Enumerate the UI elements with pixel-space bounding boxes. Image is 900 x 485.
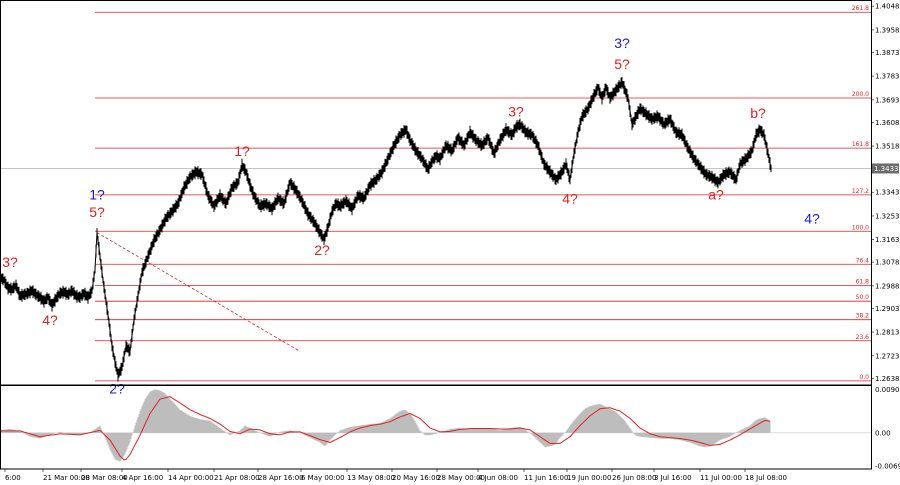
wave-label-7: 3? xyxy=(508,103,524,119)
price-axis: 1.4048 1.3958 1.3873 1.3783 1.3693 1.3608 1.35… xyxy=(871,3,900,383)
time-tick-10: 28 May 00:00 xyxy=(437,474,485,482)
wave-label-12: b? xyxy=(750,105,766,121)
price-tick-14: 1.2813 xyxy=(875,329,900,337)
fib-label-261.8: 261.8 xyxy=(852,5,869,12)
wave-label-9: 3? xyxy=(614,35,630,51)
price-tick-8: 1.3343 xyxy=(875,189,900,197)
price-tick-11: 1.3078 xyxy=(875,259,900,267)
fib-label-127.2: 127.2 xyxy=(852,188,869,195)
chart-frame xyxy=(0,0,872,470)
fib-label-0.0: 0.0 xyxy=(859,374,869,381)
fib-label-100.0: 100.0 xyxy=(852,224,869,231)
fib-label-76.4: 76.4 xyxy=(856,257,870,264)
time-tick-12: 11 Jun 16:00 xyxy=(524,474,568,482)
wave-labels: 3?4?1?5?2?1?2?3?4?3?5?a?b?4? xyxy=(2,35,820,397)
time-tick-9: 20 May 16:00 xyxy=(392,474,440,482)
wave-label-0: 3? xyxy=(2,254,18,270)
time-tick-6: 28 Apr 16:00 xyxy=(258,474,304,482)
price-tick-3: 1.3783 xyxy=(875,73,900,81)
current-price-text: 1.3433 xyxy=(874,165,899,173)
time-tick-4: 14 Apr 00:00 xyxy=(168,474,214,482)
time-tick-1: 21 Mar 00:00 xyxy=(43,474,90,482)
wave-label-11: a? xyxy=(708,187,724,203)
wave-label-8: 4? xyxy=(562,191,578,207)
osc-tick-0: 0.00901 xyxy=(875,386,900,394)
current-price-badge xyxy=(872,163,899,174)
oscillator-axis: 0.00901 0.00 -0.00692 xyxy=(875,386,900,471)
time-tick-15: 3 Jul 16:00 xyxy=(654,474,692,482)
price-line xyxy=(0,81,772,377)
wave-label-10: 5? xyxy=(614,56,630,72)
price-tick-15: 1.2723 xyxy=(875,352,900,360)
oscillator-panel xyxy=(0,389,871,462)
wave-label-5: 1? xyxy=(234,143,250,159)
price-tick-9: 1.3253 xyxy=(875,212,900,220)
wave-label-4: 2? xyxy=(109,381,125,397)
price-tick-2: 1.3873 xyxy=(875,49,900,57)
fib-label-61.8: 61.8 xyxy=(856,278,870,285)
osc-panel-frame xyxy=(0,384,872,470)
wave-label-6: 2? xyxy=(314,242,330,258)
time-tick-16: 11 Jul 00:00 xyxy=(700,474,742,482)
fibonacci-levels: 261.8 200.0 161.8 127.2 100.0 76.4 61.8 50.0 38.… xyxy=(0,5,871,382)
time-tick-3: 4 Apr 16:00 xyxy=(122,474,163,482)
price-tick-13: 1.2903 xyxy=(875,305,900,313)
time-tick-7: 6 May 00:00 xyxy=(301,474,345,482)
time-tick-5: 21 Apr 08:00 xyxy=(214,474,260,482)
time-tick-14: 26 Jun 08:00 xyxy=(612,474,656,482)
price-series xyxy=(0,77,772,382)
dashed-trendline xyxy=(96,232,301,352)
fib-label-50.0: 50.0 xyxy=(856,294,870,301)
wave-label-13: 4? xyxy=(804,210,820,226)
time-tick-13: 19 Jun 00:00 xyxy=(567,474,611,482)
price-tick-4: 1.3693 xyxy=(875,96,900,104)
osc-tick-2: -0.00692 xyxy=(875,463,900,471)
time-tick-17: 18 Jul 08:00 xyxy=(745,474,787,482)
fib-label-200.0: 200.0 xyxy=(852,91,869,98)
fib-label-161.8: 161.8 xyxy=(852,141,869,148)
osc-signal-line xyxy=(0,396,771,461)
time-tick-0: 6:00 xyxy=(5,474,21,482)
price-tick-12: 1.2988 xyxy=(875,282,900,290)
price-tick-5: 1.3608 xyxy=(875,119,900,127)
wave-label-3: 5? xyxy=(89,204,105,220)
wave-label-2: 1? xyxy=(89,187,105,203)
fib-label-23.6: 23.6 xyxy=(856,334,870,341)
price-tick-10: 1.3163 xyxy=(875,236,900,244)
fib-label-38.2: 38.2 xyxy=(856,313,870,320)
price-tick-1: 1.3958 xyxy=(875,26,900,34)
wave-label-1: 4? xyxy=(42,312,58,328)
price-tick-6: 1.3518 xyxy=(875,143,900,151)
time-tick-2: 28 Mar 08:00 xyxy=(81,474,128,482)
price-tick-0: 1.4048 xyxy=(875,3,900,11)
time-tick-11: 4 Jun 08:00 xyxy=(478,474,518,482)
price-tick-16: 1.2638 xyxy=(875,375,900,383)
time-tick-8: 13 May 08:00 xyxy=(347,474,395,482)
osc-tick-1: 0.00 xyxy=(875,429,891,437)
trendline-layer xyxy=(96,232,301,352)
